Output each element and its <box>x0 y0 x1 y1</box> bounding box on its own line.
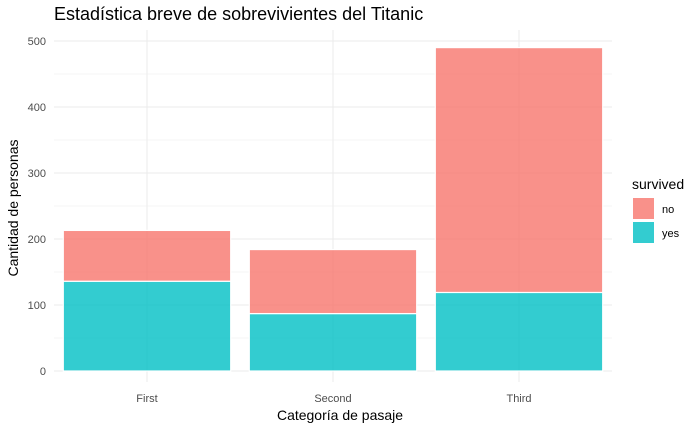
legend-label-yes: yes <box>662 228 680 240</box>
legend-swatch-no <box>633 198 654 219</box>
x-axis-ticks: First Second Third <box>136 393 531 405</box>
x-tick-label: Third <box>506 393 531 405</box>
bar-no-first <box>62 229 232 282</box>
legend-title: survived <box>632 176 684 192</box>
y-axis-ticks: 0 100 200 300 400 500 <box>28 36 46 378</box>
legend: survived no yes <box>632 176 684 243</box>
x-tick-label: First <box>136 393 157 405</box>
bar-yes-second <box>248 312 418 372</box>
y-tick-label: 400 <box>28 102 46 114</box>
y-tick-label: 200 <box>28 234 46 246</box>
bars <box>62 46 604 372</box>
y-tick-label: 300 <box>28 168 46 180</box>
chart-title: Estadística breve de sobrevivientes del … <box>54 4 423 24</box>
bar-yes-third <box>434 291 604 372</box>
legend-swatch-yes <box>633 222 654 243</box>
legend-label-no: no <box>662 204 674 216</box>
bar-no-third <box>434 46 604 294</box>
y-axis-title: Cantidad de personas <box>5 140 21 277</box>
bar-yes-first <box>62 280 232 372</box>
bar-no-second <box>248 248 418 315</box>
y-tick-label: 500 <box>28 36 46 48</box>
x-axis-title: Categoría de pasaje <box>277 407 403 423</box>
y-tick-label: 0 <box>40 366 46 378</box>
y-tick-label: 100 <box>28 300 46 312</box>
x-tick-label: Second <box>314 393 351 405</box>
